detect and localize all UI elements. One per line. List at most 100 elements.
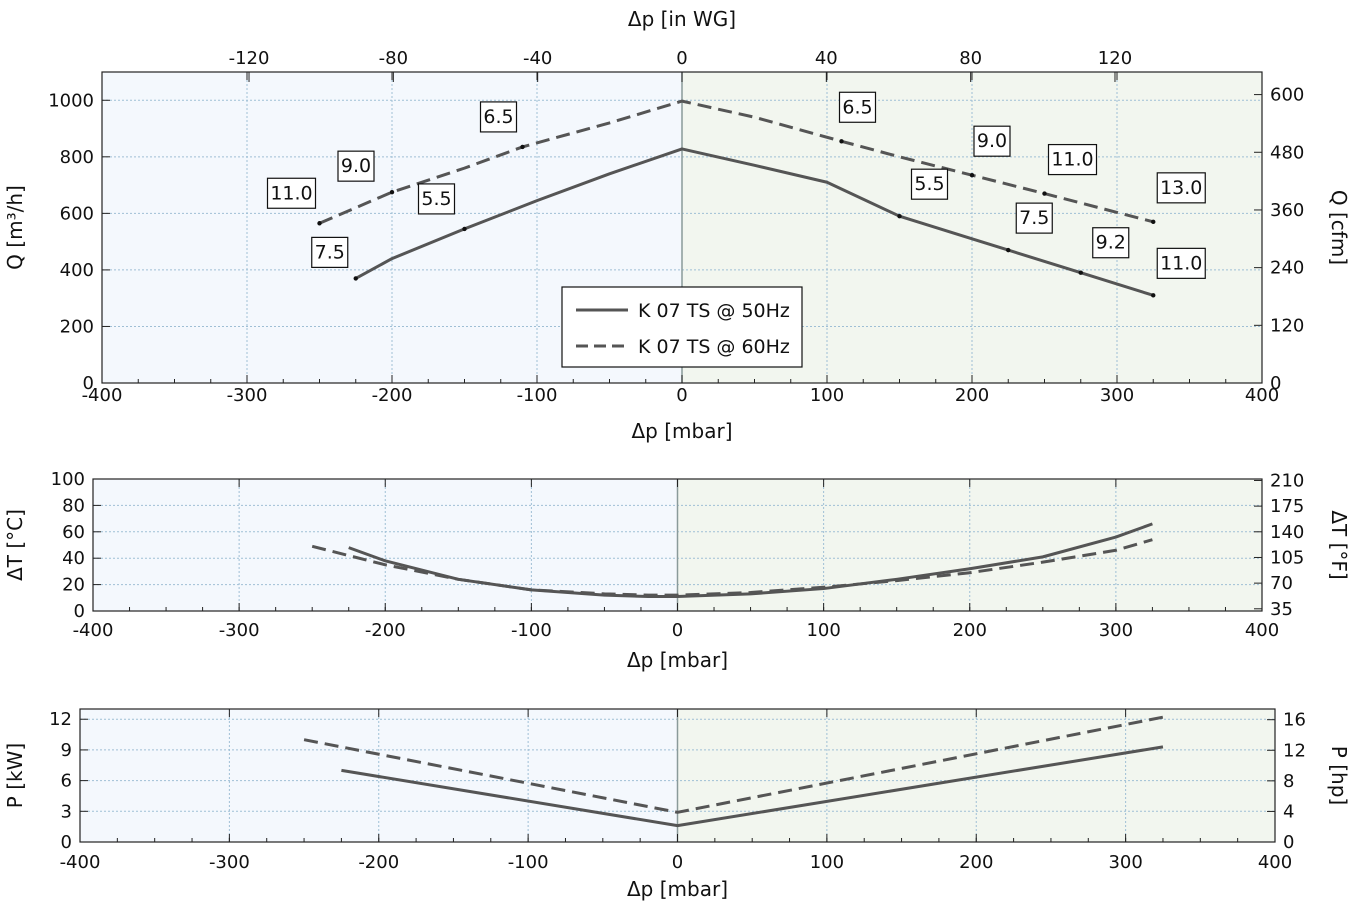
x2-tick-label: 120 [1098,48,1132,69]
annotation-point [1042,191,1047,196]
x2-tick-label: -120 [229,48,270,69]
y-tick-label: 0 [74,601,85,622]
x-tick-label: -400 [60,852,101,873]
x-tick-label: 300 [1099,620,1133,641]
annotation-point [897,213,902,219]
x-tick-label: 0 [676,385,687,406]
x-tick-label: 100 [810,852,844,873]
y2-tick-label: 8 [1283,771,1294,792]
y-tick-label: 800 [60,147,94,168]
y-tick-label: 80 [62,495,85,516]
annotation-point [389,189,395,195]
annotation-label: 11.0 [270,182,312,204]
x-axis-label: Δp [mbar] [627,648,728,672]
annotation-box [417,183,456,215]
x-tick-label: -400 [82,385,123,406]
y2-tick-label: 16 [1283,710,1306,731]
series-line-60hz [303,715,1164,814]
y-tick-label: 60 [62,522,85,543]
y-tick-label: 3 [61,801,72,822]
legend-label: K 07 TS @ 50Hz [638,300,790,322]
y-tick-label: 40 [62,548,85,569]
x-tick-label: 0 [672,852,683,873]
annotation-label: 9.0 [977,130,1007,152]
panel-3: -400 -300 -200 -100 0 100 200 300 40003691204812… [3,708,1348,901]
annotation-box [266,177,317,209]
y-tick-label: 12 [49,709,72,730]
annotation-label: 5.5 [914,173,944,195]
y2-tick-label: 140 [1270,522,1304,543]
y2-tick-label: 600 [1270,85,1304,106]
panel-2: -400 -300 -200 -100 0 100 200 300 400 0 20 40 60 80 10… [3,469,1348,672]
x-tick-label: -300 [227,385,268,406]
panel-1: -400 -300 -200 -100 0 100 200 300 40002004006008… [3,7,1348,443]
y-tick-label: 600 [60,203,94,224]
annotation-point [1078,270,1083,275]
series-line-60hz [311,538,1153,597]
annotation-box [910,168,949,200]
y2-axis-label: Q [cfm] [1327,190,1348,265]
x2-tick-label: 0 [676,48,687,69]
annotation-box [311,236,349,268]
x-tick-label: 100 [806,620,840,641]
y2-tick-label: 4 [1283,801,1294,822]
annotation-point [520,144,525,150]
annotation-point [1006,247,1011,253]
y-tick-label: 0 [61,832,72,853]
y-axis-label: ΔT [°C] [3,509,27,581]
x2-tick-label: 80 [959,48,982,69]
annotation-box [479,101,518,133]
annotation-label: 11.0 [1160,252,1202,274]
annotation-point [462,226,467,232]
y-tick-label: 400 [60,260,94,281]
x-tick-label: -100 [517,385,558,406]
annotation-label: 6.5 [483,106,513,128]
x-tick-label: -300 [219,620,260,641]
annotation-box [838,91,877,123]
y2-tick-label: 360 [1270,200,1304,221]
y2-tick-label: 70 [1270,573,1293,594]
y-tick-label: 20 [62,575,85,596]
annotation-point [839,139,844,144]
x2-tick-label: 40 [815,48,838,69]
annotation-label: 6.5 [842,96,872,118]
x-tick-label: -200 [365,620,406,641]
x-tick-label: -100 [508,852,549,873]
x-tick-label: 400 [1245,620,1279,641]
x-tick-label: 200 [953,620,987,641]
x-tick-label: -200 [358,852,399,873]
y-axis-label: Q [m³/h] [3,185,27,270]
x2-tick-label: -80 [379,48,408,69]
y2-tick-label: 12 [1283,740,1306,761]
annotation-point [317,221,322,226]
annotation-box [1015,202,1053,234]
annotation-box [1156,172,1206,204]
x-axis-label: Δp [mbar] [632,419,733,443]
annotation-box [1092,227,1130,259]
annotation-point [1151,293,1156,298]
y2-tick-label: 120 [1270,315,1304,336]
legend-box [561,286,803,368]
y2-tick-label: 210 [1270,470,1304,491]
y2-tick-label: 105 [1270,547,1304,568]
x-tick-label: 300 [1108,852,1142,873]
y2-tick-label: 0 [1283,832,1294,853]
x-tick-label: -400 [73,620,114,641]
y-axis-label: P [kW] [3,743,27,808]
x2-axis-label: Δp [in WG] [628,7,736,31]
y-tick-label: 9 [61,740,72,761]
x-tick-label: 400 [1245,385,1279,406]
y-tick-label: 6 [61,771,72,792]
annotation-label: 7.5 [315,241,345,263]
y2-tick-label: 240 [1270,258,1304,279]
x-tick-label: -100 [511,620,552,641]
y2-tick-label: 480 [1270,142,1304,163]
y2-tick-label: 175 [1270,496,1304,517]
x-tick-label: 200 [955,385,989,406]
annotation-label: 11.0 [1051,149,1093,171]
x-tick-label: 400 [1258,852,1292,873]
annotation-box [337,150,375,182]
annotation-label: 9.0 [341,155,371,177]
y2-tick-label: 35 [1270,599,1293,620]
